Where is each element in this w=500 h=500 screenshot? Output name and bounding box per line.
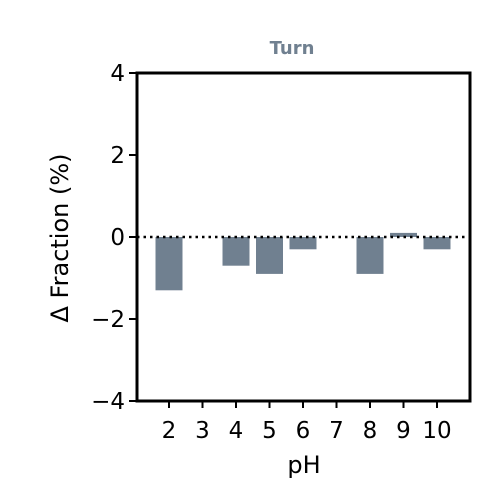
x-tick-label: 10 xyxy=(422,418,451,444)
x-tick-label: 2 xyxy=(162,418,177,444)
x-tick-label: 4 xyxy=(229,418,244,444)
x-tick-label: 3 xyxy=(195,418,210,444)
y-tick-label: −4 xyxy=(91,389,125,415)
y-tick-label: 0 xyxy=(110,225,125,251)
x-tick-label: 8 xyxy=(363,418,378,444)
y-tick-label: −2 xyxy=(91,307,125,333)
y-tick-label: 4 xyxy=(110,61,125,87)
x-axis-ticks: 2 3 4 5 6 7 8 9 10 xyxy=(162,401,452,444)
x-tick-label: 5 xyxy=(262,418,277,444)
bar-9 xyxy=(390,232,417,237)
bar-8 xyxy=(356,237,384,274)
x-tick-label: 9 xyxy=(396,418,411,444)
x-tick-label: 7 xyxy=(329,418,344,444)
bars-group xyxy=(155,232,451,291)
bar-2 xyxy=(155,237,183,291)
y-axis-label: Δ Fraction (%) xyxy=(46,153,74,322)
y-axis-ticks: 4 2 0 −2 −4 xyxy=(91,61,137,415)
x-tick-label: 6 xyxy=(296,418,311,444)
chart-title: Turn xyxy=(270,38,315,59)
x-axis-label: pH xyxy=(287,451,320,479)
bar-6 xyxy=(289,237,317,250)
y-tick-label: 2 xyxy=(110,143,125,169)
bar-10 xyxy=(423,237,451,250)
bar-5 xyxy=(256,237,283,274)
bar-4 xyxy=(222,237,250,266)
